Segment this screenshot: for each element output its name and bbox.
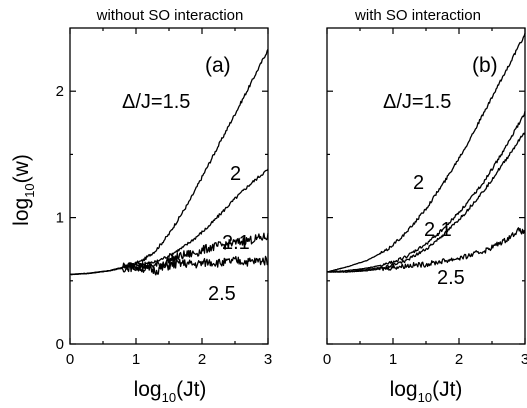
x-axis-label-a-var: (Jt) <box>176 378 206 401</box>
series-line-4 <box>326 227 526 273</box>
curve-annotation: 2.5 <box>208 283 236 305</box>
series-line-2 <box>327 111 526 273</box>
y-tick-label: 0 <box>56 336 64 353</box>
panel-a-ticks: 0 1 2 3 0 1 2 <box>56 28 272 368</box>
panel-a: without SO interaction (a) 0 1 2 3 0 1 2 Δ/J=1… <box>56 7 273 368</box>
panel-a-curves <box>69 49 269 276</box>
curve-annotation: Δ/J=1.5 <box>383 91 451 113</box>
x-tick-label: 2 <box>198 351 206 368</box>
y-axis-label-sub: 10 <box>22 183 37 197</box>
x-tick-label: 1 <box>132 351 140 368</box>
series-line-1 <box>326 33 526 273</box>
panel-a-title: without SO interaction <box>96 7 244 24</box>
x-tick-label: 3 <box>521 351 527 368</box>
x-axis-label-b-log: log <box>390 378 418 401</box>
curve-annotation: 2.1 <box>424 219 452 241</box>
panel-a-annotations: Δ/J=1.5 2 2.1 2.5 <box>122 91 250 305</box>
x-axis-label-a-sub: 10 <box>162 390 176 405</box>
x-tick-label: 1 <box>389 351 397 368</box>
x-axis-label-a: log10(Jt) <box>134 378 207 405</box>
x-axis-label-b-sub: 10 <box>418 390 432 405</box>
panel-a-frame <box>69 27 269 345</box>
x-axis-label-b: log10(Jt) <box>390 378 463 405</box>
x-tick-label: 0 <box>66 351 74 368</box>
panel-b-ticks: 0 1 2 3 <box>323 28 527 368</box>
series-line-4 <box>69 255 269 276</box>
curve-annotation: 2.5 <box>437 267 465 289</box>
curve-annotation: 2 <box>413 172 424 194</box>
panel-b-title: with SO interaction <box>354 7 481 24</box>
panel-b-curves <box>326 33 526 273</box>
panel-a-label: (a) <box>205 54 231 77</box>
y-axis-label-log: log <box>10 198 33 226</box>
y-axis-label: log10(w) <box>10 154 37 226</box>
panel-b-label: (b) <box>472 54 498 77</box>
x-tick-label: 2 <box>455 351 463 368</box>
x-tick-label: 3 <box>264 351 272 368</box>
y-axis-label-var: (w) <box>10 154 33 183</box>
panel-b: with SO interaction (b) 0 1 2 3 Δ/J=1.5 2 2.1… <box>323 7 527 368</box>
panel-b-annotations: Δ/J=1.5 2 2.1 2.5 <box>383 91 465 289</box>
curve-annotation: Δ/J=1.5 <box>122 91 190 113</box>
x-tick-label: 0 <box>323 351 331 368</box>
series-line-3 <box>326 132 526 273</box>
y-tick-label: 1 <box>56 210 64 227</box>
curve-annotation: 2.1 <box>222 232 250 254</box>
y-tick-label: 2 <box>56 83 64 100</box>
curve-annotation: 2 <box>230 163 241 185</box>
x-axis-label-b-var: (Jt) <box>432 378 462 401</box>
x-axis-label-a-log: log <box>134 378 162 401</box>
